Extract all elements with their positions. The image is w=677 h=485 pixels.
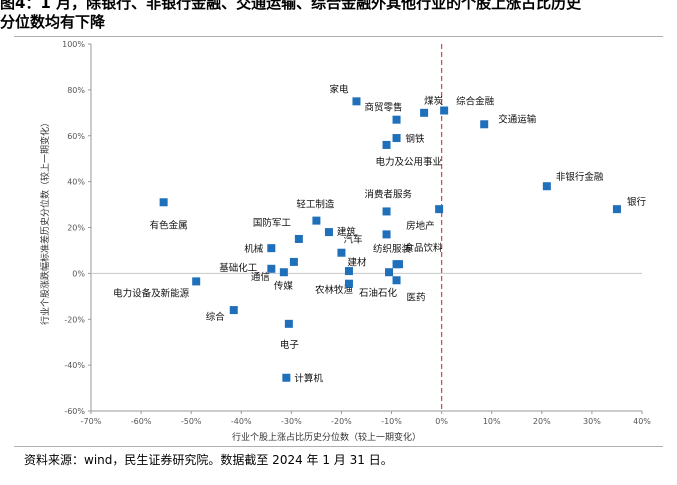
data-point-label: 机械 — [244, 243, 264, 255]
x-tick-label: -70% — [81, 417, 102, 426]
data-point-marker — [542, 182, 551, 191]
data-point-label: 电力设备及新能源 — [113, 287, 190, 299]
data-point-marker — [344, 279, 353, 288]
data-point-label: 食品饮料 — [405, 242, 444, 254]
data-point-marker — [352, 97, 361, 106]
data-point-label: 煤炭 — [424, 95, 444, 107]
data-point-marker — [294, 234, 303, 243]
figure-title: 图4：1 月，除银行、非银行金融、交通运输、综合金融外其他行业的个股上涨占比历史… — [0, 0, 677, 32]
data-point-marker — [392, 115, 401, 124]
data-point-marker — [289, 257, 298, 266]
data-point-label: 纺织服装 — [373, 243, 412, 255]
x-tick-label: -50% — [181, 417, 202, 426]
data-point-marker — [382, 230, 391, 239]
data-point-marker — [344, 267, 353, 276]
x-tick-label: -30% — [281, 417, 302, 426]
data-point-label: 家电 — [329, 83, 349, 95]
data-point-marker — [229, 306, 238, 315]
data-point-marker — [382, 140, 391, 149]
data-point-marker — [420, 108, 429, 117]
y-axis-label: 行业个股涨跌幅标准差历史分位数（较上一期变化） — [39, 118, 51, 325]
y-tick-label: 100% — [62, 40, 85, 49]
y-tick-label: -40% — [64, 361, 85, 370]
data-point-label: 非银行金融 — [556, 171, 604, 183]
data-point-marker — [392, 276, 401, 285]
title-divider — [14, 36, 663, 37]
data-point-label: 汽车 — [344, 233, 363, 245]
data-point-label: 农林牧渔 — [315, 284, 354, 296]
data-point-marker — [337, 248, 346, 257]
title-line-1: 图4：1 月，除银行、非银行金融、交通运输、综合金融外其他行业的个股上涨占比历史 — [0, 0, 582, 12]
data-point-label: 轻工制造 — [296, 199, 335, 211]
data-point-marker — [612, 205, 621, 214]
x-tick-label: 30% — [583, 417, 601, 426]
y-tick-label: 20% — [67, 224, 85, 233]
data-point-marker — [192, 277, 201, 286]
data-point-marker — [435, 205, 444, 214]
x-axis-label: 行业个股上涨占比历史分位数（较上一期变化） — [232, 431, 421, 443]
data-point-label: 综合 — [206, 311, 226, 323]
source-note: 资料来源：wind，民生证券研究院。数据截至 2024 年 1 月 31 日。 — [24, 453, 393, 467]
data-point-label: 有色金属 — [150, 219, 188, 231]
data-point-label: 钢铁 — [406, 133, 426, 145]
data-point-label: 传媒 — [274, 280, 294, 292]
data-point-label: 房地产 — [406, 220, 435, 232]
y-tick-label: 40% — [67, 178, 85, 187]
data-point-marker — [480, 120, 489, 129]
y-tick-label: -60% — [64, 407, 85, 416]
x-tick-label: -60% — [131, 417, 152, 426]
data-point-label: 建筑 — [337, 226, 357, 238]
x-tick-label: 0% — [435, 417, 448, 426]
data-point-label: 通信 — [251, 271, 270, 283]
data-point-marker — [279, 268, 288, 277]
data-point-marker — [284, 319, 293, 328]
data-point-label: 国防军工 — [253, 217, 292, 229]
data-point-marker — [385, 268, 394, 277]
data-point-label: 综合金融 — [456, 96, 495, 108]
y-tick-label: 80% — [67, 86, 85, 95]
data-point-label: 基础化工 — [219, 262, 258, 274]
data-point-marker — [282, 373, 291, 382]
data-point-label: 医药 — [407, 292, 426, 303]
title-line-2: 分位数均有下降 — [0, 13, 106, 31]
x-tick-label: -20% — [331, 417, 352, 426]
data-point-marker — [382, 207, 391, 216]
y-tick-label: 60% — [67, 132, 85, 141]
data-point-marker — [324, 228, 333, 237]
data-point-marker — [267, 264, 276, 273]
x-tick-label: 20% — [533, 417, 551, 426]
data-point-label: 商贸零售 — [365, 102, 403, 114]
data-point-marker — [392, 260, 401, 269]
data-point-label: 银行 — [627, 196, 647, 208]
x-tick-label: 40% — [633, 417, 651, 426]
data-point-label: 消费者服务 — [365, 188, 413, 200]
source-divider — [14, 446, 663, 447]
data-point-marker — [440, 106, 449, 115]
data-point-label: 石油石化 — [359, 287, 398, 299]
y-tick-label: 0% — [72, 269, 85, 278]
data-point-label: 建材 — [347, 257, 367, 269]
data-point-label: 交通运输 — [498, 113, 537, 125]
x-tick-label: -10% — [381, 417, 402, 426]
y-tick-label: -20% — [64, 315, 85, 324]
data-point-marker — [267, 244, 276, 253]
data-point-label: 电子 — [280, 339, 300, 351]
data-point-marker — [312, 216, 321, 225]
x-tick-label: 10% — [483, 417, 501, 426]
data-point-label: 电力及公用事业 — [376, 156, 443, 168]
data-point-label: 计算机 — [294, 373, 323, 385]
data-point-marker — [159, 198, 168, 207]
x-tick-label: -40% — [231, 417, 252, 426]
data-point-marker — [392, 134, 401, 143]
